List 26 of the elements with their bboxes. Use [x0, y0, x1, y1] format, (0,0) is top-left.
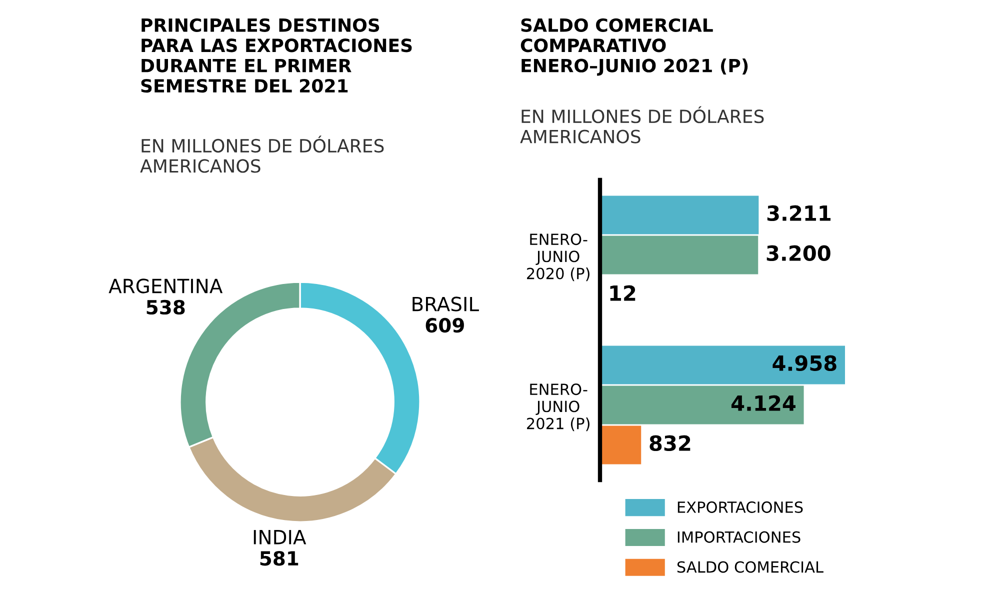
legend-label: SALDO COMERCIAL [677, 561, 824, 573]
y-tick-label: ENERO- JUNIO 2021 (P) [527, 384, 590, 432]
data-label: 538 [146, 300, 185, 315]
data-label: 581 [260, 550, 298, 566]
legend-label: IMPORTACIONES [678, 531, 800, 543]
data-label: 12 [610, 285, 636, 301]
legend-label: EXPORTACIONES [678, 501, 803, 513]
chart-subtitle: EN MILLONES DE DÓLARES AMERICANOS [520, 106, 764, 144]
bar [600, 346, 845, 384]
data-label: 832 [650, 435, 690, 452]
data-label: 609 [426, 318, 464, 333]
chart-title: SALDO COMERCIAL COMPARATIVO ENERO–JUNIO 2021 (P) [520, 18, 748, 76]
data-label: 3.211 [767, 205, 830, 222]
data-label: 4.958 [772, 355, 836, 372]
bar [600, 196, 759, 234]
y-tick-label: ENERO- JUNIO 2020 (P) [527, 234, 590, 282]
slice-label: ARGENTINA [108, 278, 223, 294]
bar [600, 236, 758, 274]
bar [600, 386, 804, 424]
chart-subtitle: EN MILLONES DE DÓLARES AMERICANOS [140, 136, 384, 173]
slice-label: INDIA [254, 530, 306, 544]
data-label: 4.124 [731, 395, 796, 411]
data-label: 3.200 [766, 245, 830, 262]
chart-title: PRINCIPALES DESTINOS PARA LAS EXPORTACIONES DURANTE EL PRIMER SEMESTRE DEL 2021 [141, 18, 412, 93]
bar [600, 426, 642, 464]
slice-label: BRASIL [412, 296, 479, 312]
